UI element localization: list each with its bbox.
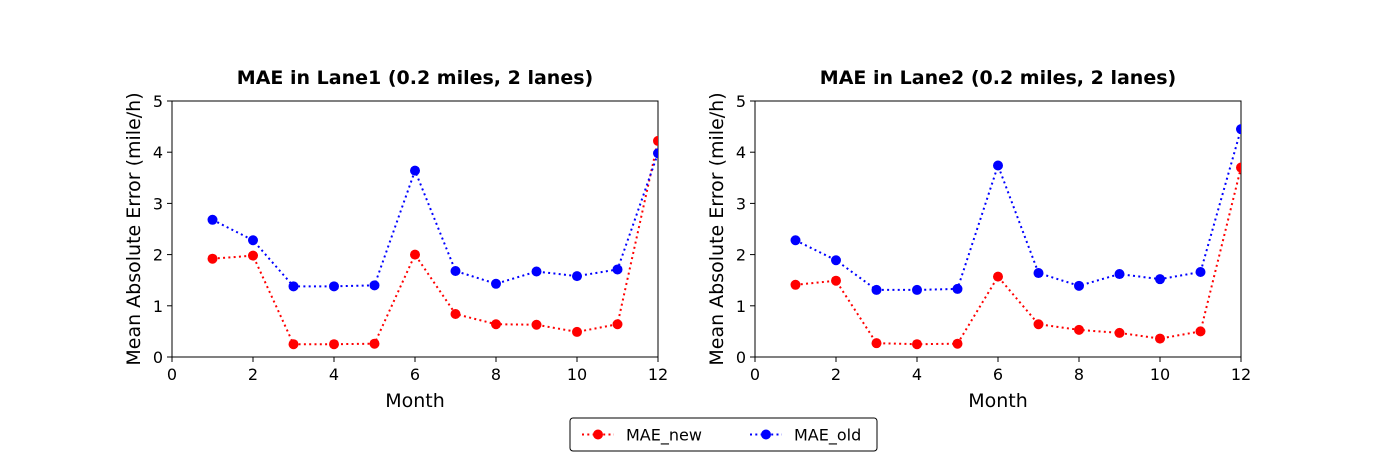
data-point-MAE_old: [790, 235, 801, 246]
charts: MAE in Lane1 (0.2 miles, 2 lanes)0 2 4 6 8 10…: [123, 67, 1251, 412]
x-tick-label: 4: [912, 365, 922, 384]
data-point-MAE_old: [1033, 268, 1044, 279]
data-point-MAE_old: [1236, 124, 1241, 135]
legend-marker-MAE_new: [593, 429, 603, 440]
chart-panel-1: MAE in Lane1 (0.2 miles, 2 lanes)0 2 4 6 8 10…: [123, 67, 668, 412]
data-point-MAE_new: [790, 279, 801, 290]
data-point-MAE_new: [612, 319, 623, 330]
x-tick-label: 12: [1231, 365, 1251, 384]
data-point-MAE_new: [952, 338, 963, 349]
series-line-MAE_old: [212, 152, 658, 288]
data-point-MAE_old: [993, 160, 1003, 171]
data-point-MAE_old: [1195, 267, 1206, 278]
data-point-MAE_new: [450, 308, 461, 319]
y-tick-label: 2: [736, 246, 746, 265]
x-tick-label: 12: [648, 365, 668, 384]
data-point-MAE_new: [369, 338, 380, 349]
y-tick-label: 1: [153, 297, 163, 316]
data-point-MAE_old: [912, 284, 922, 295]
series-MAE_old: [207, 148, 658, 292]
data-point-MAE_new: [329, 339, 339, 350]
data-point-MAE_new: [871, 338, 882, 349]
data-point-MAE_new: [1033, 319, 1044, 330]
data-point-MAE_new: [1074, 324, 1084, 335]
data-point-MAE_new: [288, 339, 299, 350]
data-point-MAE_old: [871, 284, 882, 295]
x-axis-label: Month: [385, 390, 445, 412]
data-point-MAE_old: [1074, 280, 1084, 291]
x-tick-label: 8: [491, 365, 501, 384]
y-tick-label: 3: [153, 194, 163, 213]
data-point-MAE_old: [410, 165, 420, 176]
data-point-MAE_old: [572, 271, 582, 282]
legend-box: [569, 417, 878, 452]
data-point-MAE_new: [1195, 326, 1206, 337]
data-point-MAE_new: [531, 319, 542, 330]
x-tick-label: 2: [248, 365, 258, 384]
data-point-MAE_old: [653, 148, 658, 159]
x-tick-label: 4: [329, 365, 339, 384]
data-point-MAE_old: [831, 255, 841, 266]
chart-title: MAE in Lane1 (0.2 miles, 2 lanes): [237, 67, 593, 89]
data-point-MAE_old: [531, 266, 542, 277]
data-point-MAE_old: [450, 265, 461, 276]
x-tick-label: 10: [567, 365, 587, 384]
y-tick-label: 5: [736, 92, 746, 111]
y-tick-label: 0: [736, 348, 746, 367]
y-tick-label: 4: [153, 143, 163, 162]
data-point-MAE_old: [612, 264, 623, 275]
data-point-MAE_new: [207, 253, 218, 264]
data-point-MAE_new: [491, 319, 501, 330]
x-axis-label: Month: [968, 390, 1028, 412]
x-tick-label: 6: [410, 365, 420, 384]
series-MAE_old: [790, 124, 1241, 295]
data-point-MAE_old: [207, 214, 218, 225]
data-point-MAE_new: [831, 275, 841, 286]
data-point-MAE_old: [288, 281, 299, 292]
chart-title: MAE in Lane2 (0.2 miles, 2 lanes): [820, 67, 1176, 89]
legend-marker-MAE_old: [761, 429, 771, 440]
data-point-MAE_new: [1236, 162, 1241, 173]
data-point-MAE_new: [993, 271, 1003, 282]
x-tick-label: 2: [831, 365, 841, 384]
y-tick-label: 0: [153, 348, 163, 367]
data-point-MAE_new: [912, 339, 922, 350]
x-tick-label: 8: [1074, 365, 1084, 384]
data-point-MAE_old: [491, 278, 501, 289]
y-tick-label: 5: [153, 92, 163, 111]
data-point-MAE_old: [369, 280, 380, 291]
y-tick-label: 3: [736, 194, 746, 213]
y-tick-label: 4: [736, 143, 746, 162]
data-point-MAE_old: [952, 283, 963, 294]
series-MAE_new: [207, 135, 658, 350]
data-point-MAE_new: [248, 250, 258, 261]
data-point-MAE_new: [572, 326, 582, 337]
y-axis-label: Mean Absolute Error (mile/h): [123, 92, 145, 365]
y-tick-label: 1: [736, 297, 746, 316]
x-tick-label: 0: [750, 365, 760, 384]
chart-panel-2: MAE in Lane2 (0.2 miles, 2 lanes)0 2 4 6 8 10…: [706, 67, 1251, 412]
x-tick-label: 0: [167, 365, 177, 384]
data-point-MAE_old: [248, 235, 258, 246]
data-point-MAE_new: [1114, 327, 1125, 338]
legend-label: MAE_old: [794, 426, 861, 446]
data-point-MAE_new: [1155, 333, 1165, 344]
y-axis-label: Mean Absolute Error (mile/h): [706, 92, 728, 365]
series-MAE_new: [790, 162, 1241, 350]
x-tick-label: 6: [993, 365, 1003, 384]
data-point-MAE_new: [653, 135, 658, 146]
data-point-MAE_new: [410, 249, 420, 260]
legend: MAE_new MAE_old: [569, 417, 878, 452]
legend-label: MAE_new: [626, 426, 702, 446]
data-point-MAE_old: [1114, 269, 1125, 280]
x-tick-label: 10: [1150, 365, 1170, 384]
data-point-MAE_old: [1155, 274, 1165, 285]
y-tick-label: 2: [153, 246, 163, 265]
data-point-MAE_old: [329, 281, 339, 292]
